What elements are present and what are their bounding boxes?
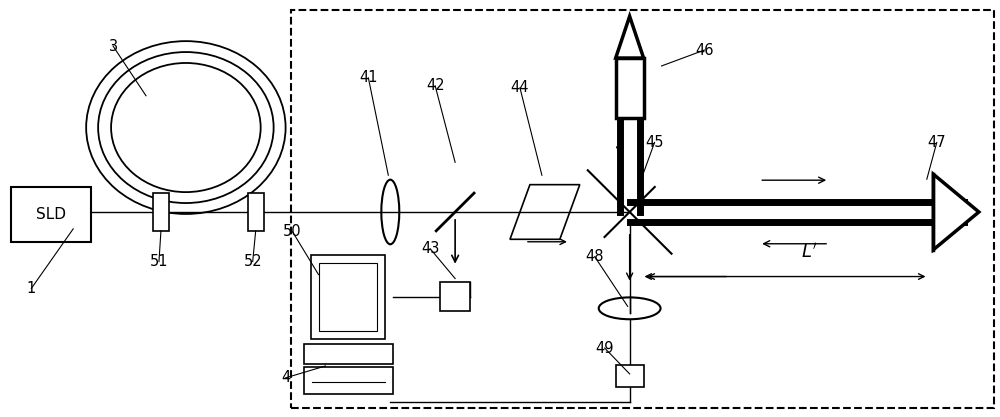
Text: 51: 51: [150, 254, 168, 269]
Text: 47: 47: [927, 135, 946, 150]
Polygon shape: [933, 174, 979, 250]
FancyBboxPatch shape: [616, 365, 644, 387]
Text: 48: 48: [585, 249, 604, 264]
Text: 52: 52: [243, 254, 262, 269]
Text: 43: 43: [421, 241, 439, 256]
Text: SLD: SLD: [36, 207, 66, 222]
FancyBboxPatch shape: [153, 193, 169, 231]
FancyBboxPatch shape: [304, 367, 393, 394]
FancyBboxPatch shape: [319, 263, 377, 331]
Text: 3: 3: [109, 39, 118, 54]
Text: 50: 50: [283, 224, 302, 239]
FancyBboxPatch shape: [11, 187, 91, 242]
Text: 1: 1: [27, 281, 36, 296]
Text: 41: 41: [359, 70, 378, 85]
Polygon shape: [616, 16, 644, 58]
Text: 44: 44: [511, 80, 529, 95]
Text: 42: 42: [426, 78, 444, 93]
FancyBboxPatch shape: [616, 58, 644, 118]
Text: 4: 4: [281, 370, 290, 385]
FancyBboxPatch shape: [311, 255, 385, 339]
Text: 46: 46: [695, 43, 714, 58]
Text: 49: 49: [595, 341, 614, 356]
FancyBboxPatch shape: [440, 281, 470, 311]
FancyBboxPatch shape: [248, 193, 264, 231]
Text: $L'$: $L'$: [801, 243, 817, 261]
FancyBboxPatch shape: [304, 344, 393, 364]
Text: 45: 45: [645, 135, 664, 150]
